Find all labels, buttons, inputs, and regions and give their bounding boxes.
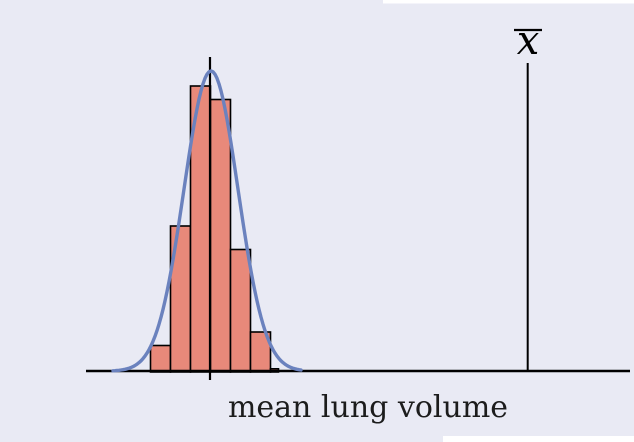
page-gap bbox=[443, 436, 634, 442]
xbar-label: x bbox=[517, 18, 540, 64]
x-axis-label: mean lung volume bbox=[228, 390, 508, 425]
normal-curve bbox=[111, 69, 303, 373]
screenshot-edge-gaps bbox=[383, 0, 634, 442]
histogram-bar bbox=[149, 344, 172, 373]
page-gap bbox=[383, 0, 634, 4]
histogram-bar bbox=[209, 98, 232, 373]
histogram-bar bbox=[229, 248, 252, 373]
